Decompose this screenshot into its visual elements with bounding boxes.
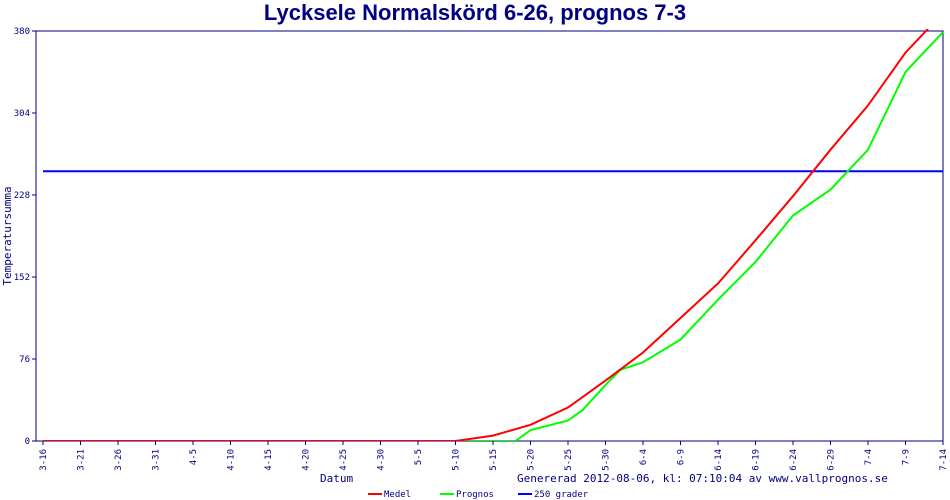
legend-label: Prognos [456, 490, 494, 500]
x-tick-label: 5-5 [414, 449, 424, 465]
series-line-prognos [43, 31, 944, 441]
y-tick-label: 380 [14, 27, 30, 37]
x-tick-label: 6-14 [714, 449, 724, 471]
x-tick-label: 6-9 [677, 449, 687, 465]
x-tick-label: 7-4 [864, 449, 874, 465]
x-tick-label: 4-30 [377, 449, 387, 471]
x-tick-label: 4-5 [189, 449, 199, 465]
plot-frame [35, 30, 944, 442]
x-tick-label: 6-24 [789, 449, 799, 471]
y-tick-label: 304 [14, 109, 30, 119]
x-tick-label: 3-16 [39, 449, 49, 471]
y-tick-label: 152 [14, 273, 30, 283]
chart-title: Lycksele Normalskörd 6-26, prognos 7-3 [263, 0, 687, 25]
x-tick-label: 5-30 [602, 449, 612, 471]
x-tick-label: 3-26 [114, 449, 124, 471]
x-tick-label: 5-10 [452, 449, 462, 471]
x-tick-label: 3-31 [152, 449, 162, 471]
x-tick-label: 4-10 [227, 449, 237, 471]
footer-text: Genererad 2012-08-06, kl: 07:10:04 av ww… [517, 472, 888, 485]
x-tick-label: 4-20 [302, 449, 312, 471]
x-tick-label: 6-4 [639, 449, 649, 465]
x-tick-label: 4-15 [264, 449, 274, 471]
x-tick-label: 6-19 [752, 449, 762, 471]
x-tick-label: 3-21 [77, 449, 87, 471]
x-axis-label: Datum [320, 472, 353, 485]
x-tick-label: 7-9 [902, 449, 912, 465]
x-tick-label: 5-20 [527, 449, 537, 471]
x-tick-label: 6-29 [827, 449, 837, 471]
y-tick-label: 76 [19, 355, 30, 365]
legend: Medel Prognos 250 grader [368, 490, 589, 500]
x-tick-label: 4-25 [339, 449, 349, 471]
legend-label: Medel [384, 490, 411, 500]
x-tick-label: 7-14 [939, 449, 949, 471]
x-tick-label: 5-25 [564, 449, 574, 471]
legend-label: 250 grader [534, 490, 589, 500]
y-tick-label: 228 [14, 191, 30, 201]
y-tick-label: 0 [25, 437, 30, 447]
x-tick-label: 5-15 [489, 449, 499, 471]
y-axis-label: Temperatursumma [1, 186, 14, 285]
series-line-medel [43, 29, 929, 441]
